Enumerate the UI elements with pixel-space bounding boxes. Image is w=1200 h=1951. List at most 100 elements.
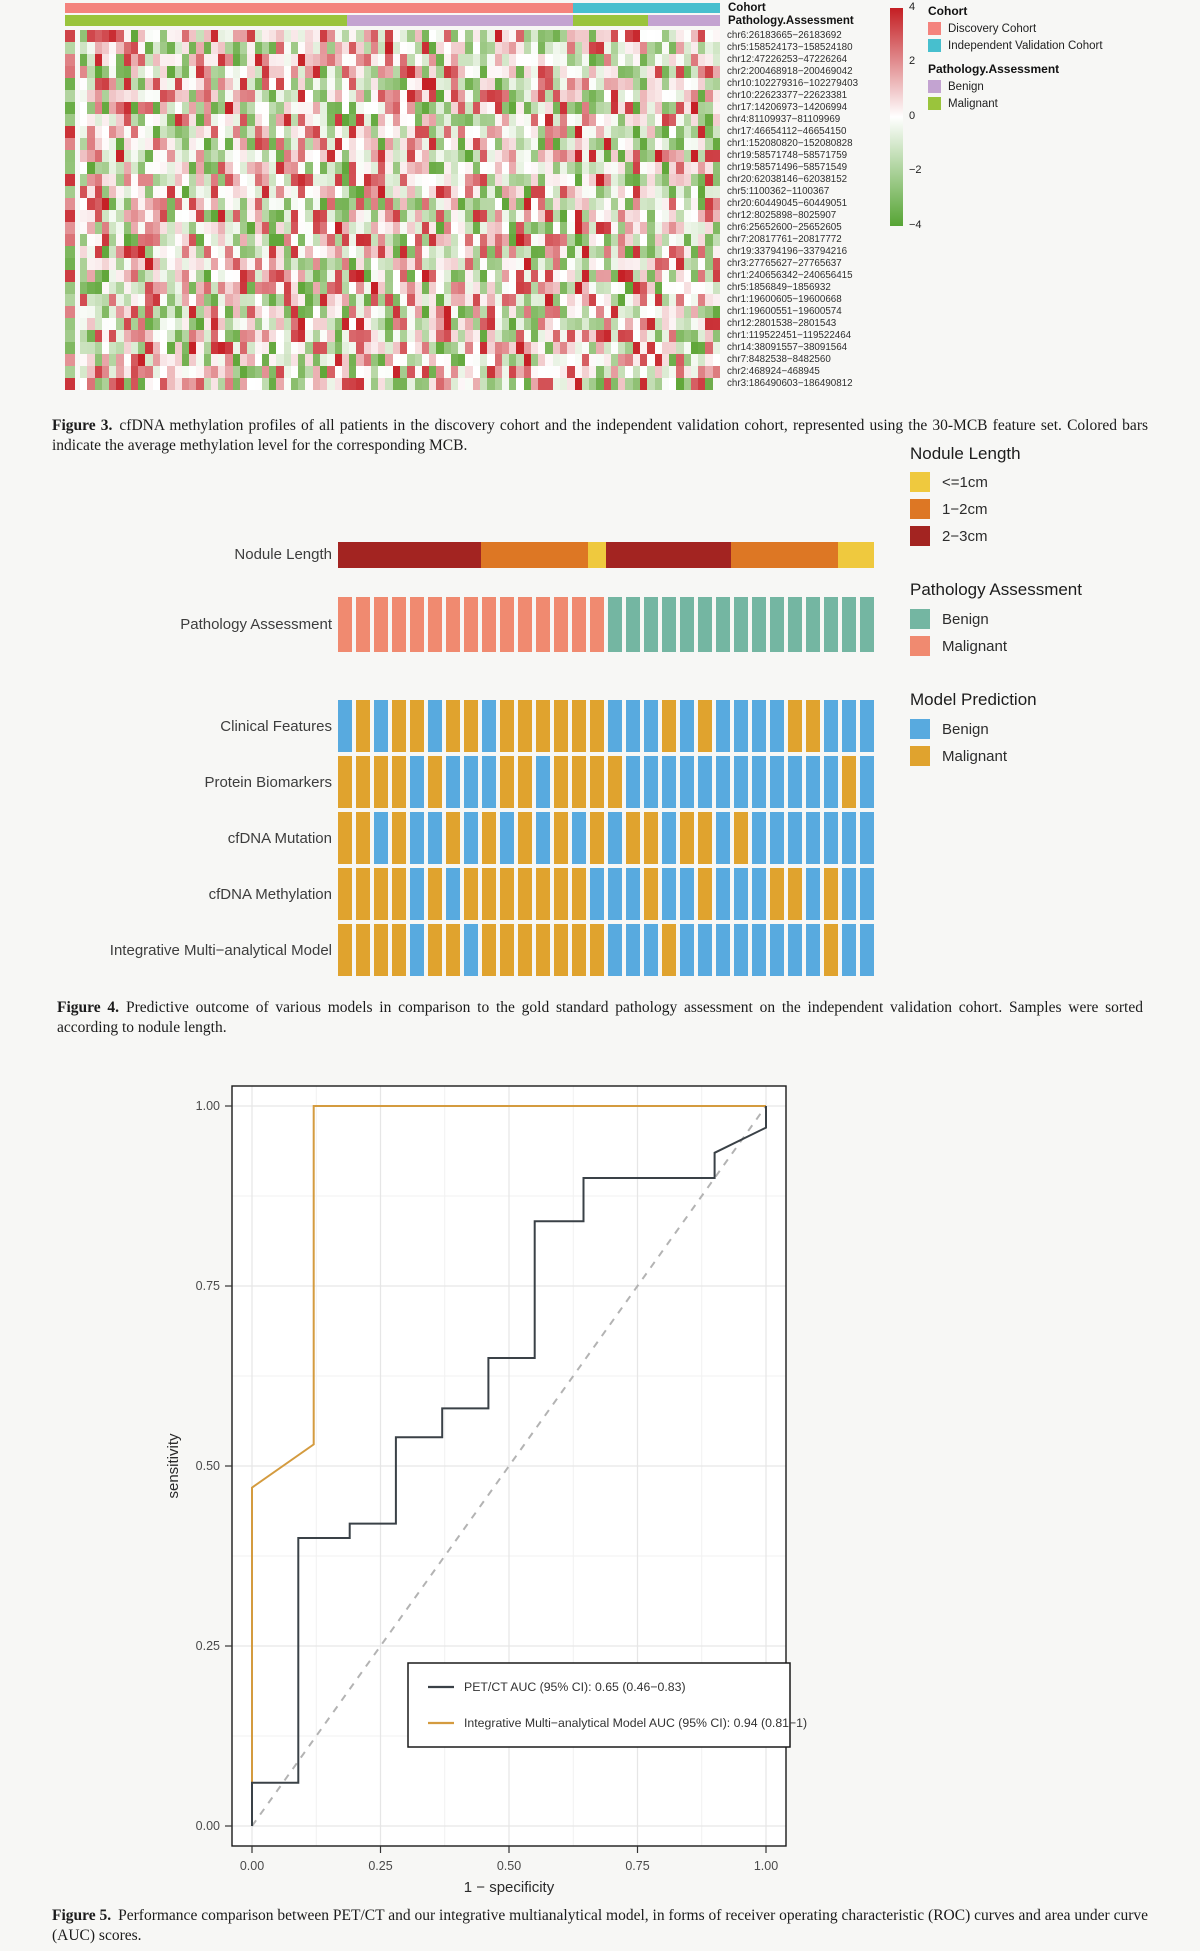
heatmap-cell: [290, 138, 299, 150]
heatmap-cell: [392, 306, 400, 318]
heatmap-cell: [581, 330, 590, 342]
heatmap-cell: [676, 126, 684, 138]
heatmap-cell: [225, 90, 233, 102]
heatmap-cell: [196, 102, 204, 114]
heatmap-cell: [603, 234, 611, 246]
heatmap-cell: [683, 210, 691, 222]
heatmap-cell: [392, 78, 400, 90]
heatmap-cell: [145, 78, 153, 90]
heatmap-cell: [116, 174, 124, 186]
heatmap-cell: [581, 282, 590, 294]
heatmap-cell: [560, 114, 568, 126]
heatmap-cell: [676, 78, 684, 90]
prediction-tile: [392, 924, 406, 976]
heatmap-cell: [698, 114, 706, 126]
heatmap-cell: [480, 234, 488, 246]
heatmap-cell: [436, 342, 444, 354]
heatmap-cell: [305, 354, 313, 366]
heatmap-cell: [174, 354, 182, 366]
heatmap-cell: [218, 114, 226, 126]
heatmap-cell: [334, 138, 342, 150]
heatmap-cell: [603, 246, 611, 258]
heatmap-cell: [378, 78, 386, 90]
heatmap-cell: [487, 126, 495, 138]
heatmap-cell: [349, 186, 357, 198]
heatmap-cell: [130, 66, 139, 78]
heatmap-cell: [552, 342, 560, 354]
heatmap-cell: [596, 222, 604, 234]
heatmap-cell: [254, 114, 262, 126]
heatmap-cell: [443, 66, 451, 78]
heatmap-cell: [632, 234, 640, 246]
heatmap-cell: [407, 318, 415, 330]
heatmap-cell: [225, 186, 233, 198]
heatmap-cell: [421, 42, 430, 54]
heatmap-cell: [385, 54, 393, 66]
heatmap-cell: [320, 378, 328, 390]
heatmap-cell: [240, 318, 248, 330]
heatmap-cell: [160, 54, 168, 66]
heatmap-cell: [567, 66, 575, 78]
heatmap-cell: [487, 270, 495, 282]
heatmap-cell: [436, 210, 444, 222]
heatmap-cell: [523, 222, 531, 234]
heatmap-cell: [501, 258, 510, 270]
heatmap-cell: [661, 294, 670, 306]
legend-item-label: Malignant: [942, 747, 1008, 765]
heatmap-cell: [341, 270, 350, 282]
heatmap-cell: [363, 198, 371, 210]
figure5-roc-plot: 0.00 0.25 0.50 0.75 1.00 0.00 0.25 0.50 0.75 1.00…: [0, 1075, 1200, 1906]
mcb-row-label: chr1:19600551−19600574: [727, 306, 842, 317]
y-tick-label: 1.00: [196, 1099, 220, 1113]
legend-item-label: 2−3cm: [942, 527, 988, 545]
heatmap-cell: [138, 270, 146, 282]
roc-curve: [251, 1105, 766, 1783]
heatmap-cell: [552, 270, 560, 282]
heatmap-cell: [414, 54, 422, 66]
heatmap-cell: [421, 342, 430, 354]
heatmap-cell: [305, 258, 313, 270]
heatmap-cell: [472, 30, 480, 42]
annotation-segment: [65, 15, 347, 26]
heatmap-cell: [552, 330, 560, 342]
prediction-tile: [824, 924, 838, 976]
heatmap-cell: [305, 114, 313, 126]
heatmap-cell: [130, 90, 139, 102]
heatmap-cell: [363, 378, 371, 390]
pathology-row-label: Pathology Assessment: [180, 616, 332, 633]
heatmap-cell: [567, 234, 575, 246]
heatmap-cell: [203, 78, 211, 90]
heatmap-cell: [138, 138, 146, 150]
heatmap-cell: [247, 102, 255, 114]
heatmap-cell: [698, 366, 706, 378]
heatmap-cell: [261, 234, 270, 246]
heatmap-cell: [130, 294, 139, 306]
prediction-tile: [752, 812, 766, 864]
heatmap-cell: [218, 42, 226, 54]
heatmap-cell: [494, 42, 502, 54]
heatmap-cell: [312, 162, 320, 174]
heatmap-cell: [400, 114, 408, 126]
heatmap-cell: [625, 114, 633, 126]
heatmap-cell: [421, 198, 430, 210]
heatmap-cell: [574, 342, 582, 354]
heatmap-cell: [261, 174, 270, 186]
average-methylation-cell: [65, 174, 75, 186]
heatmap-cell: [101, 174, 110, 186]
heatmap-cell: [254, 366, 262, 378]
heatmap-cell: [647, 210, 655, 222]
heatmap-cell: [290, 102, 299, 114]
heatmap-cell: [247, 30, 255, 42]
heatmap-cell: [101, 366, 110, 378]
heatmap-cell: [240, 174, 248, 186]
heatmap-cell: [443, 174, 451, 186]
x-tick-label: 0.00: [240, 1859, 264, 1873]
heatmap-cell: [560, 66, 568, 78]
heatmap-cell: [210, 258, 219, 270]
heatmap-cell: [312, 246, 320, 258]
heatmap-cell: [589, 42, 597, 54]
heatmap-cell: [334, 258, 342, 270]
heatmap-cell: [501, 126, 510, 138]
prediction-tile: [590, 924, 604, 976]
heatmap-cell: [676, 54, 684, 66]
